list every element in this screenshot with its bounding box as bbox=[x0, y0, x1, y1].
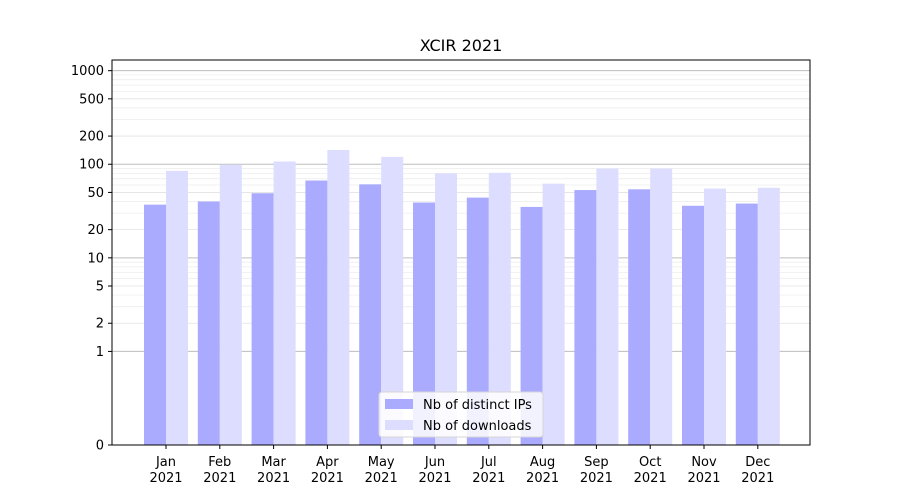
x-tick-label-month: Feb bbox=[208, 455, 231, 470]
y-tick-label: 1000 bbox=[71, 64, 104, 79]
x-tick-label-month: Oct bbox=[639, 455, 661, 470]
chart-title: XCIR 2021 bbox=[420, 36, 503, 55]
x-tick-label-year: 2021 bbox=[687, 471, 720, 486]
bar-downloads bbox=[273, 161, 296, 445]
x-tick-label-month: Mar bbox=[261, 455, 286, 470]
x-tick-label-year: 2021 bbox=[203, 471, 236, 486]
bar-downloads bbox=[435, 173, 457, 445]
bar-distinct-ips bbox=[628, 189, 651, 445]
bar-distinct-ips bbox=[359, 184, 382, 445]
y-axis: 0 1 2 5 10 20 50 100 200 500 1000 bbox=[71, 64, 112, 454]
bar-downloads bbox=[381, 156, 404, 446]
y-tick-label: 500 bbox=[79, 92, 104, 107]
bar-distinct-ips bbox=[520, 206, 543, 445]
bar-distinct-ips bbox=[413, 202, 435, 445]
bar-downloads bbox=[488, 172, 511, 445]
bar-downloads bbox=[166, 170, 188, 446]
y-tick-label: 100 bbox=[79, 158, 104, 173]
y-tick-label: 0 bbox=[96, 439, 104, 454]
bar-downloads bbox=[542, 183, 565, 445]
legend: Nb of distinct IPs Nb of downloads bbox=[378, 391, 544, 438]
x-tick-label-year: 2021 bbox=[741, 471, 774, 486]
y-tick-label: 20 bbox=[87, 223, 104, 238]
bar-distinct-ips bbox=[251, 193, 274, 445]
x-tick-label-year: 2021 bbox=[472, 471, 505, 486]
x-tick-label-month: Sep bbox=[584, 455, 609, 470]
bar-distinct-ips bbox=[682, 205, 704, 445]
bar-distinct-ips bbox=[735, 203, 758, 445]
y-tick-label: 10 bbox=[87, 251, 104, 266]
legend-label: Nb of downloads bbox=[423, 419, 532, 434]
x-axis: Jan2021Feb2021Mar2021Apr2021May2021Jun20… bbox=[149, 445, 774, 486]
bar-distinct-ips bbox=[466, 197, 489, 445]
bar-downloads bbox=[596, 168, 619, 445]
x-tick-label-month: Jan bbox=[155, 455, 176, 470]
x-tick-label-month: May bbox=[368, 455, 395, 470]
legend-swatch bbox=[385, 420, 413, 430]
x-tick-label-month: Aug bbox=[530, 455, 555, 470]
x-tick-label-month: Jun bbox=[424, 455, 445, 470]
y-tick-label: 50 bbox=[87, 186, 104, 201]
x-tick-label-month: Jul bbox=[480, 455, 497, 470]
bar-downloads bbox=[757, 187, 780, 445]
y-tick-label: 1 bbox=[96, 345, 104, 360]
x-tick-label-year: 2021 bbox=[149, 471, 182, 486]
bar-distinct-ips bbox=[144, 204, 166, 445]
y-tick-label: 5 bbox=[96, 280, 104, 295]
bar-distinct-ips bbox=[574, 190, 597, 445]
x-tick-label-year: 2021 bbox=[634, 471, 667, 486]
x-tick-label-month: Apr bbox=[316, 455, 339, 470]
legend-label: Nb of distinct IPs bbox=[423, 398, 532, 413]
bars bbox=[144, 149, 780, 446]
legend-box bbox=[378, 391, 544, 438]
legend-swatch bbox=[385, 399, 413, 409]
x-tick-label-year: 2021 bbox=[580, 471, 613, 486]
x-tick-label-month: Nov bbox=[691, 455, 717, 470]
bar-downloads bbox=[650, 168, 673, 445]
bar-distinct-ips bbox=[305, 180, 328, 446]
x-tick-label-year: 2021 bbox=[418, 471, 451, 486]
x-tick-label-year: 2021 bbox=[526, 471, 559, 486]
x-tick-label-year: 2021 bbox=[257, 471, 290, 486]
x-tick-label-year: 2021 bbox=[311, 471, 344, 486]
bar-downloads bbox=[327, 149, 350, 445]
x-tick-label-month: Dec bbox=[745, 455, 770, 470]
x-tick-label-year: 2021 bbox=[365, 471, 398, 486]
bar-downloads bbox=[704, 188, 726, 445]
plot-frame bbox=[111, 59, 811, 446]
y-tick-label: 200 bbox=[79, 130, 104, 145]
y-tick-label: 2 bbox=[96, 317, 104, 332]
bar-downloads bbox=[219, 164, 242, 445]
bar-distinct-ips bbox=[197, 201, 220, 445]
